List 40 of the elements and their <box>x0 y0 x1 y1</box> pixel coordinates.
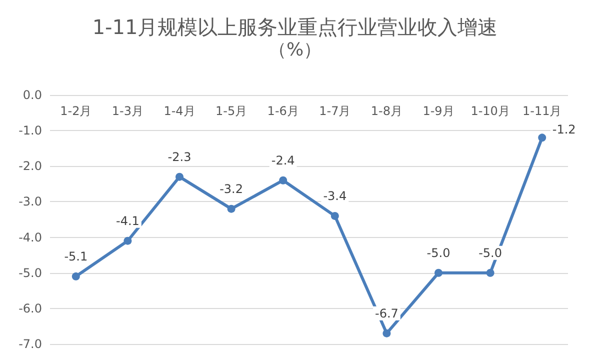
x-tick-label: 1-8月 <box>370 104 403 118</box>
x-tick-label: 1-11月 <box>522 104 562 118</box>
point <box>382 329 391 338</box>
point <box>279 176 288 184</box>
point <box>227 204 236 213</box>
point <box>330 212 339 220</box>
data-label: -1.2 <box>552 122 576 137</box>
point <box>486 268 494 277</box>
point <box>434 268 442 277</box>
x-tick-label: 1-5月 <box>215 104 248 118</box>
x-tick-label: 1-10月 <box>470 104 510 118</box>
chart-title: 1-11月规模以上服务业重点行业营业收入增速 <box>92 15 498 39</box>
x-tick-label: 1-9月 <box>422 104 454 118</box>
data-label: -6.7 <box>374 306 398 320</box>
point <box>72 272 80 280</box>
x-tick-label: 1-2月 <box>60 104 92 118</box>
data-label: -2.4 <box>271 153 295 168</box>
y-tick-label: -4.0 <box>18 230 42 244</box>
y-tick-label: -1.0 <box>18 124 42 138</box>
x-tick-label: 1-4月 <box>164 104 196 118</box>
data-label: -4.1 <box>116 214 140 228</box>
data-label: -5.0 <box>426 246 450 260</box>
data-label: -3.2 <box>220 182 244 196</box>
data-label: -5.1 <box>64 249 88 264</box>
y-tick-label: -7.0 <box>18 337 42 351</box>
y-tick-label: 0.0 <box>22 88 42 102</box>
y-tick-label: -5.0 <box>18 266 42 280</box>
x-tick-label: 1-3月 <box>112 104 144 118</box>
x-tick-label: 1-7月 <box>319 104 351 118</box>
chart-subtitle: （%） <box>268 40 322 60</box>
point <box>538 134 546 142</box>
data-label: -5.0 <box>478 246 502 260</box>
x-tick-label: 1-6月 <box>267 104 299 118</box>
point <box>124 236 132 245</box>
data-label: -2.3 <box>168 150 192 164</box>
y-tick-label: -3.0 <box>18 194 42 209</box>
y-tick-label: -2.0 <box>18 159 42 174</box>
point <box>176 172 184 181</box>
data-label: -3.4 <box>323 188 347 203</box>
y-tick-label: -6.0 <box>18 301 42 316</box>
